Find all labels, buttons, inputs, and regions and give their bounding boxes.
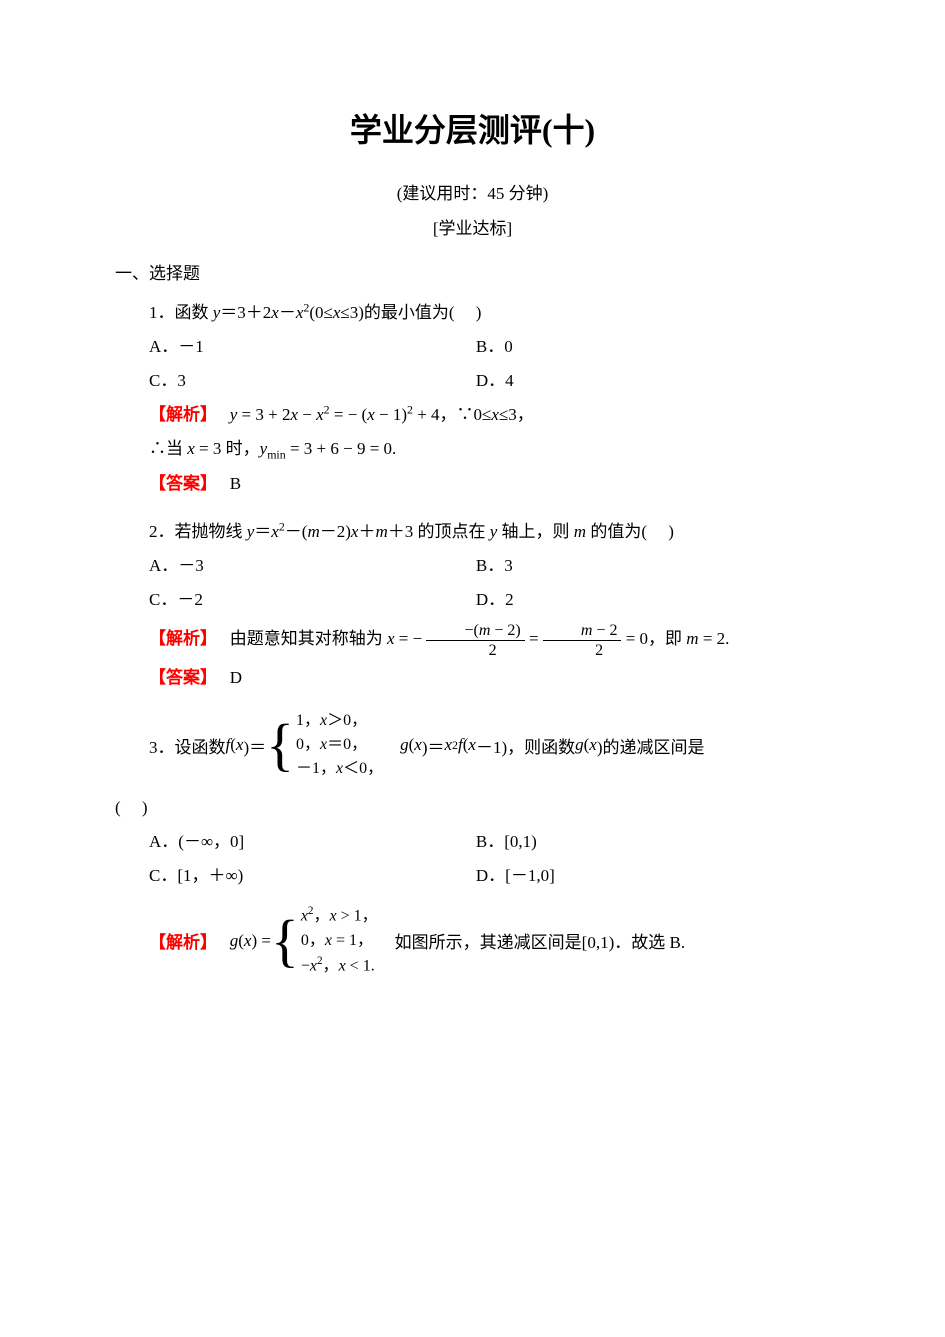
q2-option-a: A．－3 <box>149 549 476 583</box>
q3-option-c: C．[1，＋∞) <box>149 859 476 893</box>
q3-explanation: 【解析】 g(x) = { x2，x > 1， 0，x = 1， −x2，x <… <box>149 903 830 978</box>
q3-brace1-line1: 1，x＞0， <box>296 709 383 733</box>
q2-options-row-2: C．－2 D．2 <box>149 583 830 617</box>
page-title: 学业分层测评(十) <box>115 105 830 151</box>
q3-brace2-line1: x2，x > 1， <box>301 903 378 928</box>
question-1: 1．函数 y＝3＋2x－x2(0≤x≤3)的最小值为( ) A．－1 B．0 C… <box>115 296 830 501</box>
q2-answer-label: 【答案】 <box>149 668 217 687</box>
q3-brace1-line3: －1，x＜0， <box>296 757 383 781</box>
section-1-label: 一、选择题 <box>115 259 830 284</box>
q2-text: 2．若抛物线 y＝x2－(m－2)x＋m＋3 的顶点在 y 轴上，则 m 的值为… <box>115 515 830 549</box>
q1-answer-value: B <box>230 474 241 493</box>
q3-number: 3． <box>149 733 175 758</box>
q1-formula-part: ＝3＋2 <box>220 303 271 322</box>
q3-brace1-content: 1，x＞0， 0，x＝0， －1，x＜0， <box>296 709 383 781</box>
q2-option-c: C．－2 <box>149 583 476 617</box>
q2-text-pre: 若抛物线 <box>175 522 247 541</box>
subtitle: (建议用时：45 分钟) <box>115 179 830 204</box>
q3-brace-2: { x2，x > 1， 0，x = 1， −x2，x < 1. <box>271 903 378 978</box>
question-3: 3．设函数 f(x)＝ { 1，x＞0， 0，x＝0， －1，x＜0， g(x)… <box>115 709 830 978</box>
q3-explanation-label: 【解析】 <box>149 928 217 953</box>
q2-option-d: D．2 <box>476 583 803 617</box>
q3-paren: ( ) <box>115 791 830 825</box>
brace-icon-2: { <box>271 915 301 967</box>
q3-segment-1: 3．设函数 f(x)＝ { 1，x＞0， 0，x＝0， －1，x＜0， g(x)… <box>149 709 705 781</box>
q2-explanation: 【解析】 由题意知其对称轴为 x = − −(m − 2)2 = m − 22 … <box>115 617 830 661</box>
q1-domain2: ≤3) <box>340 303 364 322</box>
q3-brace2-content: x2，x > 1， 0，x = 1， −x2，x < 1. <box>301 903 378 978</box>
q1-options-row-2: C．3 D．4 <box>149 364 830 398</box>
section-header: [学业达标] <box>115 214 830 239</box>
q1-text: 1．函数 y＝3＋2x－x2(0≤x≤3)的最小值为( ) <box>115 296 830 330</box>
q1-explanation-label: 【解析】 <box>149 405 217 424</box>
q1-option-b: B．0 <box>476 330 803 364</box>
q2-number: 2． <box>149 522 175 541</box>
q3-brace2-line3: −x2，x < 1. <box>301 953 378 978</box>
question-2: 2．若抛物线 y＝x2－(m－2)x＋m＋3 的顶点在 y 轴上，则 m 的值为… <box>115 515 830 695</box>
q1-answer: 【答案】 B <box>115 467 830 501</box>
q1-number: 1． <box>149 303 175 322</box>
q1-paren-open: ( ) <box>449 303 482 322</box>
q3-brace2-line2: 0，x = 1， <box>301 929 378 953</box>
q1-x1: x <box>271 303 279 322</box>
q1-explanation-2: ∴当 x = 3 时，ymin = 3 + 6 − 9 = 0. <box>115 432 830 467</box>
q1-text-pre: 函数 <box>175 303 213 322</box>
q3-options-row-1: A．(－∞，0] B．[0,1) <box>149 825 830 859</box>
q3-brace1-line2: 0，x＝0， <box>296 733 383 757</box>
q2-option-b: B．3 <box>476 549 803 583</box>
q1-answer-label: 【答案】 <box>149 474 217 493</box>
q3-text: 3．设函数 f(x)＝ { 1，x＞0， 0，x＝0， －1，x＜0， g(x)… <box>149 709 830 781</box>
q3-option-d: D．[－1,0] <box>476 859 803 893</box>
q1-minus: － <box>279 303 296 322</box>
q1-option-a: A．－1 <box>149 330 476 364</box>
q1-domain: (0≤ <box>309 303 333 322</box>
brace-icon: { <box>266 719 296 771</box>
q1-options-row-1: A．－1 B．0 <box>149 330 830 364</box>
q2-answer-value: D <box>230 668 242 687</box>
q3-options-row-2: C．[1，＋∞) D．[－1,0] <box>149 859 830 893</box>
q3-option-b: B．[0,1) <box>476 825 803 859</box>
q1-option-d: D．4 <box>476 364 803 398</box>
q2-answer: 【答案】 D <box>115 661 830 695</box>
q3-brace-1: { 1，x＞0， 0，x＝0， －1，x＜0， <box>266 709 383 781</box>
q2-options-row-1: A．－3 B．3 <box>149 549 830 583</box>
q3-option-a: A．(－∞，0] <box>149 825 476 859</box>
q1-text-post: 的最小值为 <box>364 303 449 322</box>
q2-explanation-label: 【解析】 <box>149 629 217 648</box>
q1-explanation-1: 【解析】 y = 3 + 2x − x2 = − (x − 1)2 + 4，∵0… <box>115 398 830 432</box>
q1-option-c: C．3 <box>149 364 476 398</box>
